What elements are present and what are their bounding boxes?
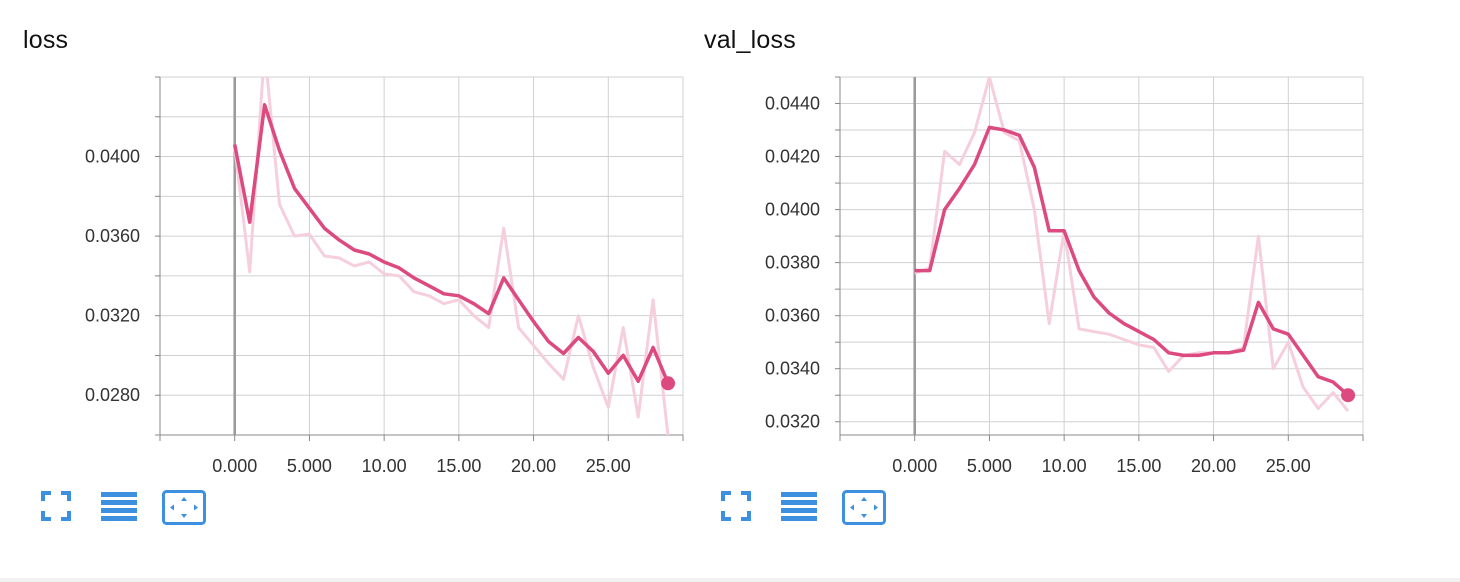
x-tick-label: 15.00 <box>1116 456 1161 476</box>
data-table-icon[interactable] <box>780 490 818 526</box>
last-value-marker[interactable] <box>1341 388 1356 403</box>
fullscreen-icon[interactable] <box>40 490 72 526</box>
chart-plot[interactable]: 0.0320 0.0340 0.0360 0.0380 0.0400 0.0420 0.04… <box>680 0 1400 480</box>
fit-domain-icon[interactable] <box>842 490 886 526</box>
x-tick-label: 15.00 <box>436 456 481 476</box>
y-tick-label: 0.0360 <box>85 226 140 246</box>
chart-plot[interactable]: 0.0280 0.0320 0.0360 0.0400 0.000 5.000 10.00 1… <box>0 0 720 480</box>
y-tick-label: 0.0360 <box>765 306 820 326</box>
last-value-marker[interactable] <box>661 376 676 391</box>
x-tick-label: 25.00 <box>1266 456 1311 476</box>
chart-panel-loss: loss 0.0280 0.0320 0.0360 0.0400 0.000 5.000 1… <box>0 0 720 582</box>
series-raw-line <box>233 77 670 435</box>
y-tick-label: 0.0340 <box>765 359 820 379</box>
x-tick-label: 25.00 <box>586 456 631 476</box>
y-tick-label: 0.0440 <box>765 94 820 114</box>
fullscreen-icon[interactable] <box>720 490 752 526</box>
series-raw-line <box>914 77 1350 413</box>
x-tick-label: 5.000 <box>287 456 332 476</box>
chart-panel-val-loss: val_loss 0.0320 0.0340 0.0360 0.0380 0.0400 0… <box>680 0 1400 582</box>
y-tick-label: 0.0420 <box>765 147 820 167</box>
fit-domain-icon[interactable] <box>162 490 206 526</box>
y-tick-label: 0.0380 <box>765 253 820 273</box>
x-tick-label: 20.00 <box>511 456 556 476</box>
y-tick-label: 0.0320 <box>85 306 140 326</box>
data-table-icon[interactable] <box>100 490 138 526</box>
x-tick-label: 10.00 <box>362 456 407 476</box>
x-tick-label: 0.000 <box>212 456 257 476</box>
x-tick-label: 20.00 <box>1191 456 1236 476</box>
y-tick-label: 0.0320 <box>765 412 820 432</box>
y-tick-label: 0.0280 <box>85 385 140 405</box>
y-tick-label: 0.0400 <box>85 147 140 167</box>
chart-title: val_loss <box>704 26 796 54</box>
x-tick-label: 5.000 <box>967 456 1012 476</box>
x-tick-label: 0.000 <box>892 456 937 476</box>
y-tick-label: 0.0400 <box>765 200 820 220</box>
chart-title: loss <box>23 26 69 54</box>
series-smoothed-line <box>232 103 670 384</box>
bottom-divider <box>0 578 1460 582</box>
x-tick-label: 10.00 <box>1042 456 1087 476</box>
series-smoothed-line <box>914 125 1350 397</box>
